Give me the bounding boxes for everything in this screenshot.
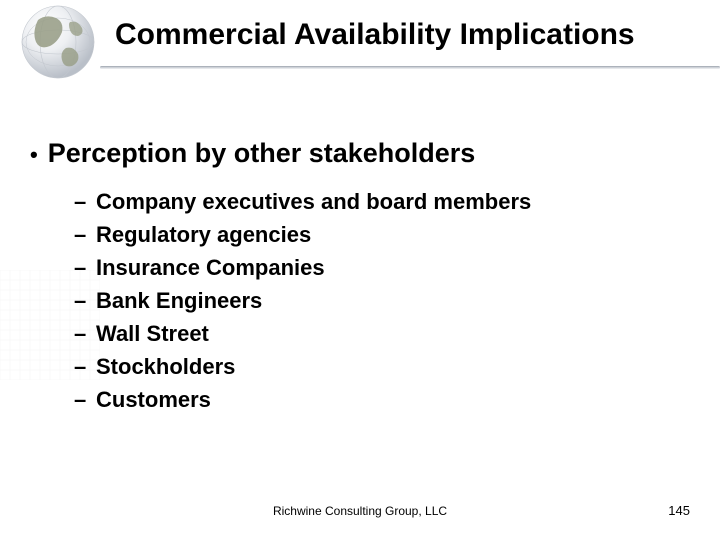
list-item: – Bank Engineers: [74, 286, 690, 315]
dash-marker: –: [74, 189, 88, 215]
sub-item-text: Customers: [96, 385, 211, 414]
slide-content: • Perception by other stakeholders – Com…: [30, 138, 690, 418]
bullet-text: Perception by other stakeholders: [48, 138, 476, 169]
main-bullet: • Perception by other stakeholders: [30, 138, 690, 169]
sub-item-text: Stockholders: [96, 352, 235, 381]
dash-marker: –: [74, 321, 88, 347]
bullet-marker: •: [30, 144, 38, 166]
list-item: – Customers: [74, 385, 690, 414]
dash-marker: –: [74, 222, 88, 248]
sub-item-text: Bank Engineers: [96, 286, 262, 315]
slide-title: Commercial Availability Implications: [115, 18, 635, 52]
sub-item-text: Wall Street: [96, 319, 209, 348]
list-item: – Company executives and board members: [74, 187, 690, 216]
dash-marker: –: [74, 387, 88, 413]
list-item: – Regulatory agencies: [74, 220, 690, 249]
sub-bullet-list: – Company executives and board members –…: [74, 187, 690, 414]
dash-marker: –: [74, 288, 88, 314]
list-item: – Insurance Companies: [74, 253, 690, 282]
title-underline: [100, 66, 720, 69]
slide-header: Commercial Availability Implications: [0, 0, 720, 84]
footer-credit: Richwine Consulting Group, LLC: [0, 504, 720, 518]
page-number: 145: [668, 503, 690, 518]
sub-item-text: Regulatory agencies: [96, 220, 311, 249]
globe-icon: [18, 2, 98, 82]
sub-item-text: Company executives and board members: [96, 187, 531, 216]
dash-marker: –: [74, 255, 88, 281]
list-item: – Wall Street: [74, 319, 690, 348]
dash-marker: –: [74, 354, 88, 380]
sub-item-text: Insurance Companies: [96, 253, 325, 282]
list-item: – Stockholders: [74, 352, 690, 381]
